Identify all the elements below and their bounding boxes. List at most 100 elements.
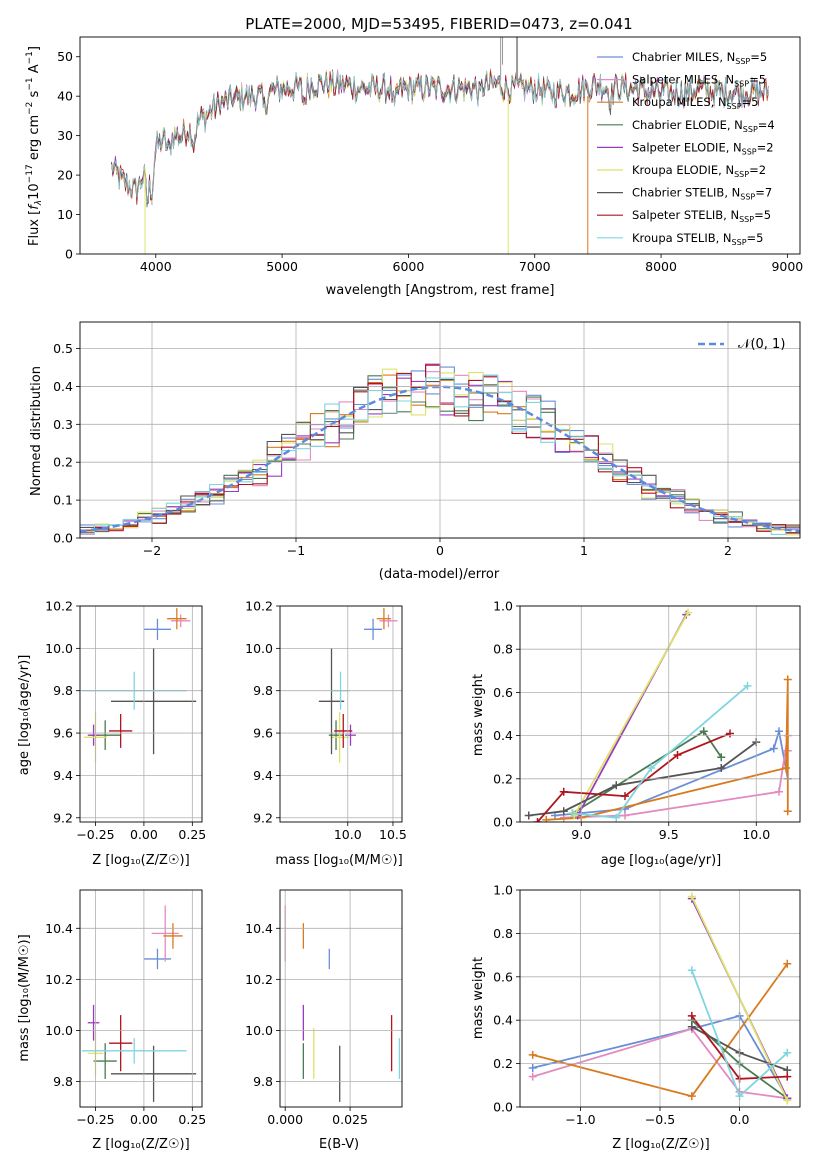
y-tick-label: 0 <box>65 247 73 262</box>
y-tick-label: 1.0 <box>493 883 513 898</box>
weight-line <box>546 679 789 821</box>
y-tick-label: 10.2 <box>245 972 273 987</box>
legend-label: Salpeter MILES, NSSP=5 <box>632 73 766 89</box>
mass-vs-Z-plot: −0.25 0.00 0.25 9.8 10.0 10.2 10.4 <box>45 889 206 1127</box>
weight-marker <box>699 727 708 736</box>
y-tick-label: 0.0 <box>53 531 73 546</box>
y-tick-label: 10.0 <box>245 1023 273 1038</box>
age-vs-Z-plot: −0.25 0.00 0.25 9.2 9.4 9.6 9.8 10.0 10.2 <box>45 599 206 843</box>
weight-marker <box>687 1011 696 1020</box>
y-tick-label: 0.8 <box>493 926 513 941</box>
weight-line <box>532 1014 789 1099</box>
y-tick-label: 1.0 <box>493 599 513 614</box>
residuals-xlabel: (data-model)/error <box>379 567 500 582</box>
weight-vs-Z-panel: −1.0 −0.5 0.0 0.0 0.2 0.4 0.6 0.8 1.0 Z [log₁₀(Z… <box>471 883 801 1152</box>
weight-marker <box>775 727 783 736</box>
age-vs-Z-xlabel: Z [log₁₀(Z/Z☉)] <box>92 853 189 868</box>
weight-marker <box>684 608 692 617</box>
weight-vs-age-ylabel: mass weight <box>471 674 486 756</box>
x-tick-label: 0.25 <box>178 1112 206 1127</box>
x-tick-label: 1 <box>580 543 588 558</box>
axes-frame <box>79 889 203 1108</box>
x-tick-label: 0.000 <box>267 1112 303 1127</box>
y-tick-label: 9.2 <box>53 810 73 825</box>
y-tick-label: 0.1 <box>53 493 73 508</box>
x-tick-label: −0.25 <box>76 827 114 842</box>
weight-marker <box>533 818 542 822</box>
residuals-plot: −2 −1 0 1 2 0.0 0.1 0.2 0.3 0.4 0.5 <box>53 321 801 558</box>
residuals-legend: 𝒩(0, 1) <box>698 337 785 352</box>
age-vs-mass-plot: 10.0 10.5 9.2 9.4 9.6 9.8 10.0 10.2 <box>245 599 407 843</box>
y-tick-label: 10.4 <box>45 921 73 936</box>
weight-marker <box>783 1096 792 1105</box>
weight-marker <box>621 811 629 820</box>
plot-area <box>81 905 197 1102</box>
legend-label: Kroupa MILES, NSSP=5 <box>632 95 758 111</box>
spectrum-ylabel: Flux [fλ10−17 erg cm−2 s−1 A−1] <box>25 46 44 246</box>
x-tick-label: −2 <box>143 543 161 558</box>
weight-marker <box>687 1022 696 1031</box>
x-tick-label: −0.25 <box>76 1112 114 1127</box>
weight-marker <box>559 787 568 796</box>
weight-marker <box>528 1072 537 1081</box>
weight-vs-Z-ylabel: mass weight <box>471 957 486 1039</box>
weight-marker <box>687 966 696 975</box>
weight-marker <box>621 792 629 801</box>
y-tick-label: 10.0 <box>45 1023 73 1038</box>
plot-area <box>318 608 398 763</box>
y-tick-label: 9.4 <box>53 768 73 783</box>
weight-marker <box>612 781 621 790</box>
y-tick-label: 10.2 <box>45 972 73 987</box>
weight-marker <box>542 815 551 822</box>
x-tick-label: −1.0 <box>565 1112 595 1127</box>
plot-area <box>524 608 792 822</box>
weight-marker <box>726 729 734 738</box>
residuals-panel: −2 −1 0 1 2 0.0 0.1 0.2 0.3 0.4 0.5 (data-model)/e… <box>29 321 801 582</box>
weight-marker <box>528 1050 537 1059</box>
y-tick-label: 10.0 <box>45 641 73 656</box>
spectrum-panel: 4000 5000 6000 7000 8000 9000 0 10 20 30 40 50 wave… <box>25 36 803 298</box>
age-vs-mass-panel: 10.0 10.5 9.2 9.4 9.6 9.8 10.0 10.2 mass [log₁₀… <box>245 599 407 869</box>
weight-marker <box>612 813 621 822</box>
y-tick-label: 0.3 <box>53 417 73 432</box>
y-tick-label: 10.2 <box>245 599 273 614</box>
weight-vs-Z-plot: −1.0 −0.5 0.0 0.0 0.2 0.4 0.6 0.8 1.0 <box>493 883 801 1127</box>
y-tick-label: 10.4 <box>245 921 273 936</box>
x-tick-label: 9000 <box>771 259 803 274</box>
y-tick-label: 40 <box>57 89 73 104</box>
axes-frame <box>519 605 801 823</box>
weight-marker <box>783 807 792 816</box>
weight-marker <box>673 751 682 760</box>
x-tick-label: 10.5 <box>379 827 407 842</box>
x-tick-label: −1 <box>287 543 305 558</box>
weight-line <box>573 612 689 816</box>
age-vs-mass-xlabel: mass [log₁₀(M/M☉)] <box>275 853 402 868</box>
weight-marker <box>783 1048 792 1057</box>
figure-title: PLATE=2000, MJD=53495, FIBERID=0473, z=0… <box>245 15 632 33</box>
weight-marker <box>769 744 778 753</box>
y-tick-label: 10.2 <box>45 599 73 614</box>
legend-label-normal: 𝒩(0, 1) <box>738 337 785 352</box>
y-tick-label: 0.8 <box>493 642 513 657</box>
y-tick-label: 9.2 <box>253 810 273 825</box>
plot-area <box>81 608 197 763</box>
plot-area <box>284 905 401 1102</box>
y-tick-label: 10 <box>57 207 73 222</box>
y-tick-label: 0.6 <box>493 969 513 984</box>
y-tick-label: 0.2 <box>53 455 73 470</box>
x-tick-label: 9.0 <box>571 827 591 842</box>
x-tick-label: 4000 <box>140 259 172 274</box>
weight-marker <box>775 787 783 796</box>
mass-vs-Z-ylabel: mass [log₁₀(M/M☉)] <box>17 934 32 1061</box>
axes-frame <box>79 605 203 823</box>
x-tick-label: 0.025 <box>332 1112 368 1127</box>
weight-marker <box>559 807 568 816</box>
axes-frame <box>519 889 801 1108</box>
y-tick-label: 0.4 <box>493 728 513 743</box>
legend-label: Salpeter STELIB, NSSP=5 <box>632 208 771 224</box>
weight-marker <box>528 1063 537 1072</box>
legend-label: Salpeter ELODIE, NSSP=2 <box>632 140 774 156</box>
legend-label: Chabrier ELODIE, NSSP=4 <box>632 118 775 134</box>
y-tick-label: 50 <box>57 49 73 64</box>
